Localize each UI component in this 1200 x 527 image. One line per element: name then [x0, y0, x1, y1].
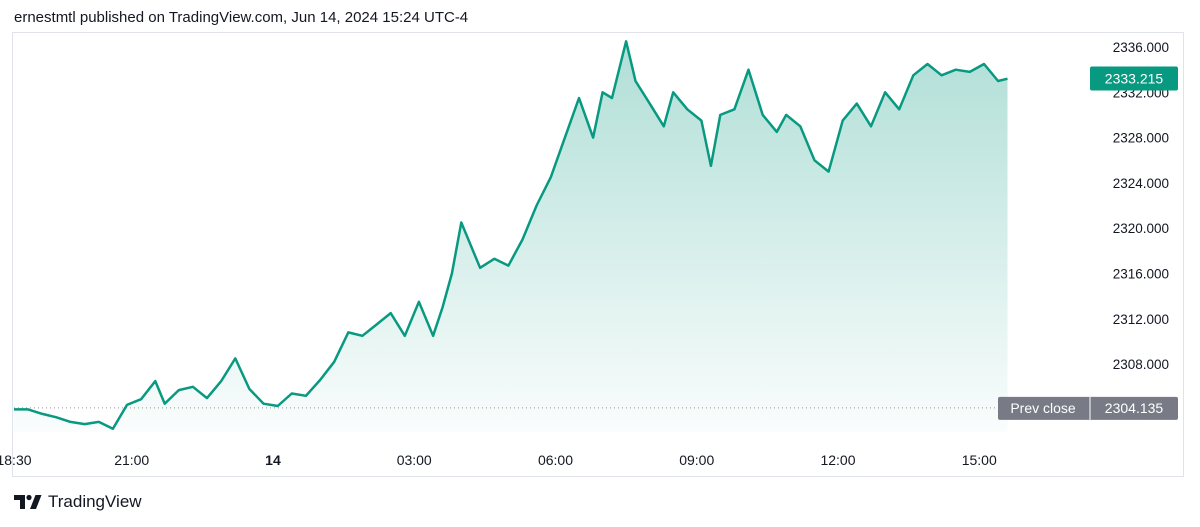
- x-tick-label: 18:30: [0, 452, 32, 468]
- y-tick-label: 2336.000: [1113, 40, 1169, 55]
- price-chart[interactable]: 2336.0002332.0002328.0002324.0002320.000…: [0, 0, 1200, 480]
- y-tick-label: 2316.000: [1113, 267, 1169, 282]
- x-tick-label: 14: [265, 452, 281, 468]
- y-tick-label: 2324.000: [1113, 176, 1169, 191]
- y-tick-label: 2308.000: [1113, 357, 1169, 372]
- x-tick-label: 12:00: [820, 452, 855, 468]
- y-tick-label: 2328.000: [1113, 131, 1169, 146]
- price-area-fill: [14, 41, 1008, 433]
- publish-info: ernestmtl published on TradingView.com, …: [14, 9, 469, 26]
- brand-name: TradingView: [48, 492, 142, 511]
- y-tick-label: 2312.000: [1113, 312, 1169, 327]
- x-tick-label: 03:00: [397, 452, 432, 468]
- brand[interactable]: TradingView: [14, 492, 142, 512]
- prev-close-text: Prev close: [1010, 400, 1076, 416]
- prev-close-value: 2304.135: [1105, 400, 1164, 416]
- x-tick-label: 06:00: [538, 452, 573, 468]
- prev-close-badge: [998, 396, 1178, 420]
- x-tick-label: 21:00: [114, 452, 149, 468]
- x-tick-label: 09:00: [679, 452, 714, 468]
- chart-frame: [12, 32, 1184, 477]
- price-line: [14, 40, 1008, 430]
- tradingview-logo-icon: [14, 494, 42, 509]
- last-price-badge: [1090, 66, 1178, 91]
- y-tick-label: 2320.000: [1113, 221, 1169, 236]
- x-tick-label: 15:00: [962, 452, 997, 468]
- last-price-label: 2333.215: [1105, 71, 1164, 87]
